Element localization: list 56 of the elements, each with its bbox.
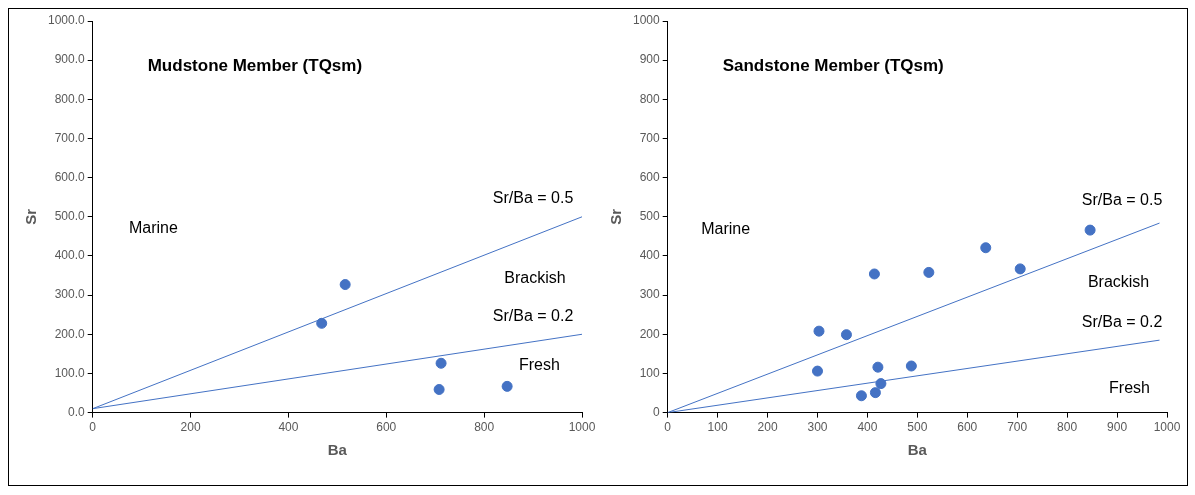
x-tick-label: 400 xyxy=(857,420,878,435)
y-tick-label: 300 xyxy=(639,287,661,302)
annotation: Brackish xyxy=(504,269,566,287)
y-tick-label: 900 xyxy=(639,52,661,67)
y-tick-label: 0 xyxy=(653,404,661,419)
y-axis-title: Sr xyxy=(607,208,625,225)
y-tick-label: 300.0 xyxy=(54,287,86,302)
x-tick-label: 900 xyxy=(1107,420,1128,435)
text: Sandstone Member (TQsm) xyxy=(722,55,944,75)
y-tick-label: 1000 xyxy=(632,13,661,28)
y-tick-label: 100.0 xyxy=(54,365,86,380)
y-tick-label: 200 xyxy=(639,326,661,341)
y-axis-title: Sr xyxy=(22,208,40,225)
y-tick-label: 700 xyxy=(639,130,661,145)
y-tick-label: 500.0 xyxy=(54,209,86,224)
frame-border: Ba Sr 0 200 400 600 800 1000 0.0 100.0 200.0 300.0 400.0 500.0 600.0 700.0 800.0 900.0 1000.0 Mudstone Member (TQsm) Marine Sr/Ba = 0.5 Brackish Sr/Ba = 0.2 Fresh Ba Sr 0 100 200 300 400 500 600 700 800 900 1000 0 100 200 300 400 500 600 700 800 900 1000 Sandstone Member (TQsm) Marine Sr/Ba = 0.5 Brackish Sr/Ba = 0.2 Fresh xyxy=(8,8,1188,486)
x-tick-label: 200 xyxy=(757,420,778,435)
text: Mudstone Member (TQsm) xyxy=(147,55,363,75)
x-tick-label: 500 xyxy=(907,420,928,435)
y-tick-label: 600 xyxy=(639,169,661,184)
x-axis-title: Ba xyxy=(907,441,928,459)
annotation: Fresh xyxy=(1109,378,1151,396)
annotation: Sr/Ba = 0.2 xyxy=(1081,312,1163,330)
x-tick-label: 800 xyxy=(474,420,495,435)
y-tick-label: 700.0 xyxy=(54,130,86,145)
y-tick-label: 800.0 xyxy=(54,91,86,106)
x-tick-label: 200 xyxy=(180,420,201,435)
x-tick-label: 100 xyxy=(707,420,728,435)
annotation: Sr/Ba = 0.5 xyxy=(492,188,574,206)
x-tick-label: 0 xyxy=(664,420,672,435)
y-tick-label: 800 xyxy=(639,91,661,106)
y-tick-label: 1000.0 xyxy=(48,13,86,28)
y-tick-label: 100 xyxy=(639,365,661,380)
y-tick-label: 400.0 xyxy=(54,248,86,263)
annotation: Sr/Ba = 0.5 xyxy=(1081,190,1163,208)
y-tick-label: 600.0 xyxy=(54,169,86,184)
annotation: Brackish xyxy=(1087,273,1150,291)
x-tick-label: 600 xyxy=(376,420,397,435)
y-tick-label: 400 xyxy=(639,248,661,263)
x-tick-label: 1000 xyxy=(568,420,596,435)
y-tick-label: 0.0 xyxy=(68,404,86,419)
x-tick-label: 0 xyxy=(89,420,97,435)
x-tick-label: 800 xyxy=(1057,420,1078,435)
y-tick-label: 900.0 xyxy=(54,52,86,67)
annotation: Sr/Ba = 0.2 xyxy=(492,307,574,325)
annotation: Marine xyxy=(701,220,751,238)
y-tick-label: 200.0 xyxy=(54,326,86,341)
x-tick-label: 400 xyxy=(278,420,299,435)
annotation: Fresh xyxy=(518,356,560,374)
x-axis-title: Ba xyxy=(327,441,348,459)
x-tick-label: 300 xyxy=(807,420,828,435)
x-tick-label: 700 xyxy=(1007,420,1028,435)
y-tick-label: 500 xyxy=(639,209,661,224)
annotation: Marine xyxy=(128,218,178,236)
x-tick-label: 600 xyxy=(957,420,978,435)
x-tick-label: 1000 xyxy=(1153,420,1181,435)
